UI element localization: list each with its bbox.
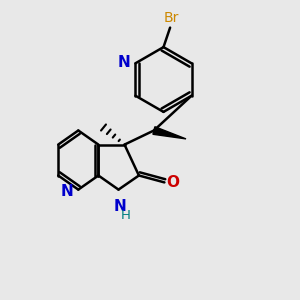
Text: N: N <box>61 184 73 199</box>
Text: N: N <box>114 199 126 214</box>
Text: N: N <box>118 55 130 70</box>
Text: Br: Br <box>164 11 179 25</box>
Text: H: H <box>121 208 131 222</box>
Text: O: O <box>166 175 179 190</box>
Polygon shape <box>153 127 186 139</box>
